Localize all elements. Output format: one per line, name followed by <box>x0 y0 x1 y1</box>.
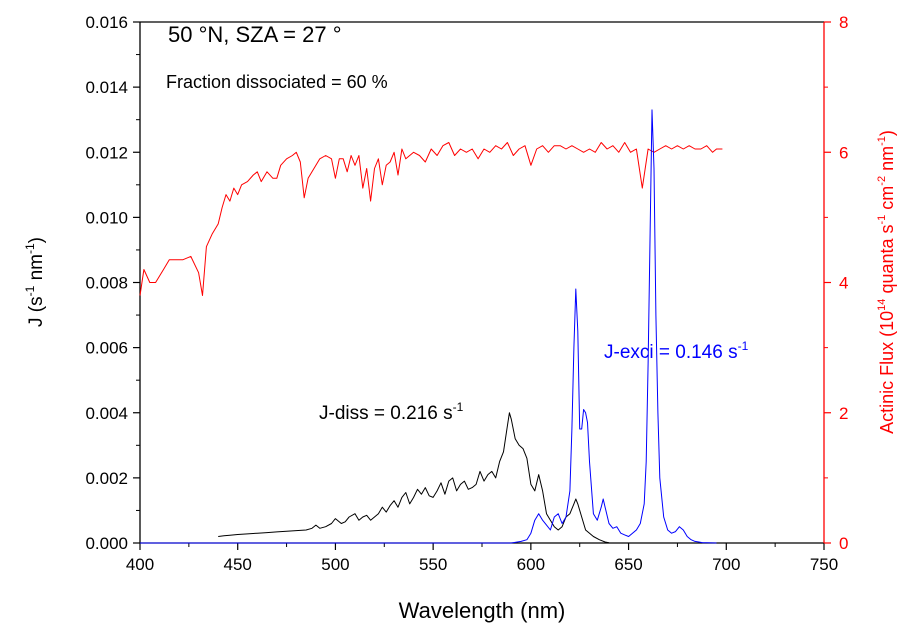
jexci-sup: -1 <box>738 339 749 353</box>
j-exci-line <box>140 109 717 544</box>
right-axis-label-sup1: 14 <box>876 299 888 311</box>
series-group <box>139 109 723 544</box>
right-axis-label-a: Actinic Flux (10 <box>877 311 897 434</box>
x-tick-label: 750 <box>810 555 838 574</box>
x-tick-label: 650 <box>614 555 642 574</box>
left-axis-label-mid: nm <box>26 254 47 286</box>
right-y-tick-label: 2 <box>839 404 848 423</box>
jexci-annotation: J-exci = 0.146 s-1 <box>604 339 749 363</box>
left-y-tick-label: 0.016 <box>85 13 128 32</box>
right-axis-label-d: nm <box>877 146 897 176</box>
right-y-tick-label: 4 <box>839 274 848 293</box>
left-y-tick-label: 0.002 <box>85 469 128 488</box>
fraction-dissociated-annotation: Fraction dissociated = 60 % <box>166 72 388 92</box>
right-axis-label-sup4: -1 <box>876 136 888 146</box>
jdiss-sup: -1 <box>453 400 464 414</box>
left-axis-label-sup1: -1 <box>23 285 37 296</box>
right-y-tick-label: 8 <box>839 13 848 32</box>
jdiss-annotation: J-diss = 0.216 s-1 <box>319 400 464 424</box>
jexci-text: J-exci = 0.146 s <box>604 342 738 363</box>
x-tick-label: 600 <box>517 555 545 574</box>
plot-frame <box>139 21 825 544</box>
left-y-tick-label: 0.008 <box>85 274 128 293</box>
right-axis-label-sup2: -1 <box>876 215 888 225</box>
left-axis-label-main: J (s <box>26 296 47 327</box>
x-tick-label: 700 <box>712 555 740 574</box>
right-axis-label-e: ) <box>877 130 897 136</box>
chart-title-annotation: 50 °N, SZA = 27 ° <box>168 22 342 47</box>
right-axis-label-c: cm <box>877 186 897 215</box>
x-axis-label: Wavelength (nm) <box>399 598 566 623</box>
left-y-tick-label: 0.006 <box>85 339 128 358</box>
left-axis-label-sup2: -1 <box>23 243 37 254</box>
right-y-tick-label: 6 <box>839 143 848 162</box>
jdiss-text: J-diss = 0.216 s <box>319 403 453 424</box>
right-axis-label: Actinic Flux (1014 quanta s-1 cm-2 nm-1) <box>876 130 897 434</box>
left-axis-label: J (s-1 nm-1) <box>23 237 47 327</box>
left-axis-label-end: ) <box>26 237 47 243</box>
x-tick-label: 400 <box>126 555 154 574</box>
left-y-tick-label: 0.014 <box>85 78 128 97</box>
right-axis-label-sup3: -2 <box>876 176 888 186</box>
right-axis-label-b: quanta s <box>877 225 897 299</box>
left-y-tick-label: 0.010 <box>85 208 128 227</box>
left-y-tick-label: 0.004 <box>85 404 128 423</box>
right-y-tick-label: 0 <box>839 534 848 553</box>
j-diss-line <box>218 412 610 544</box>
x-tick-label: 550 <box>419 555 447 574</box>
left-y-tick-label: 0.000 <box>85 534 128 553</box>
x-tick-label: 450 <box>224 555 252 574</box>
axis-ticks: 400 450 500 550 600 650 700 750 0.000 0.002 0.004 0… <box>85 13 848 574</box>
left-y-tick-label: 0.012 <box>85 143 128 162</box>
x-tick-label: 500 <box>321 555 349 574</box>
actinic-flux-line <box>139 142 723 296</box>
